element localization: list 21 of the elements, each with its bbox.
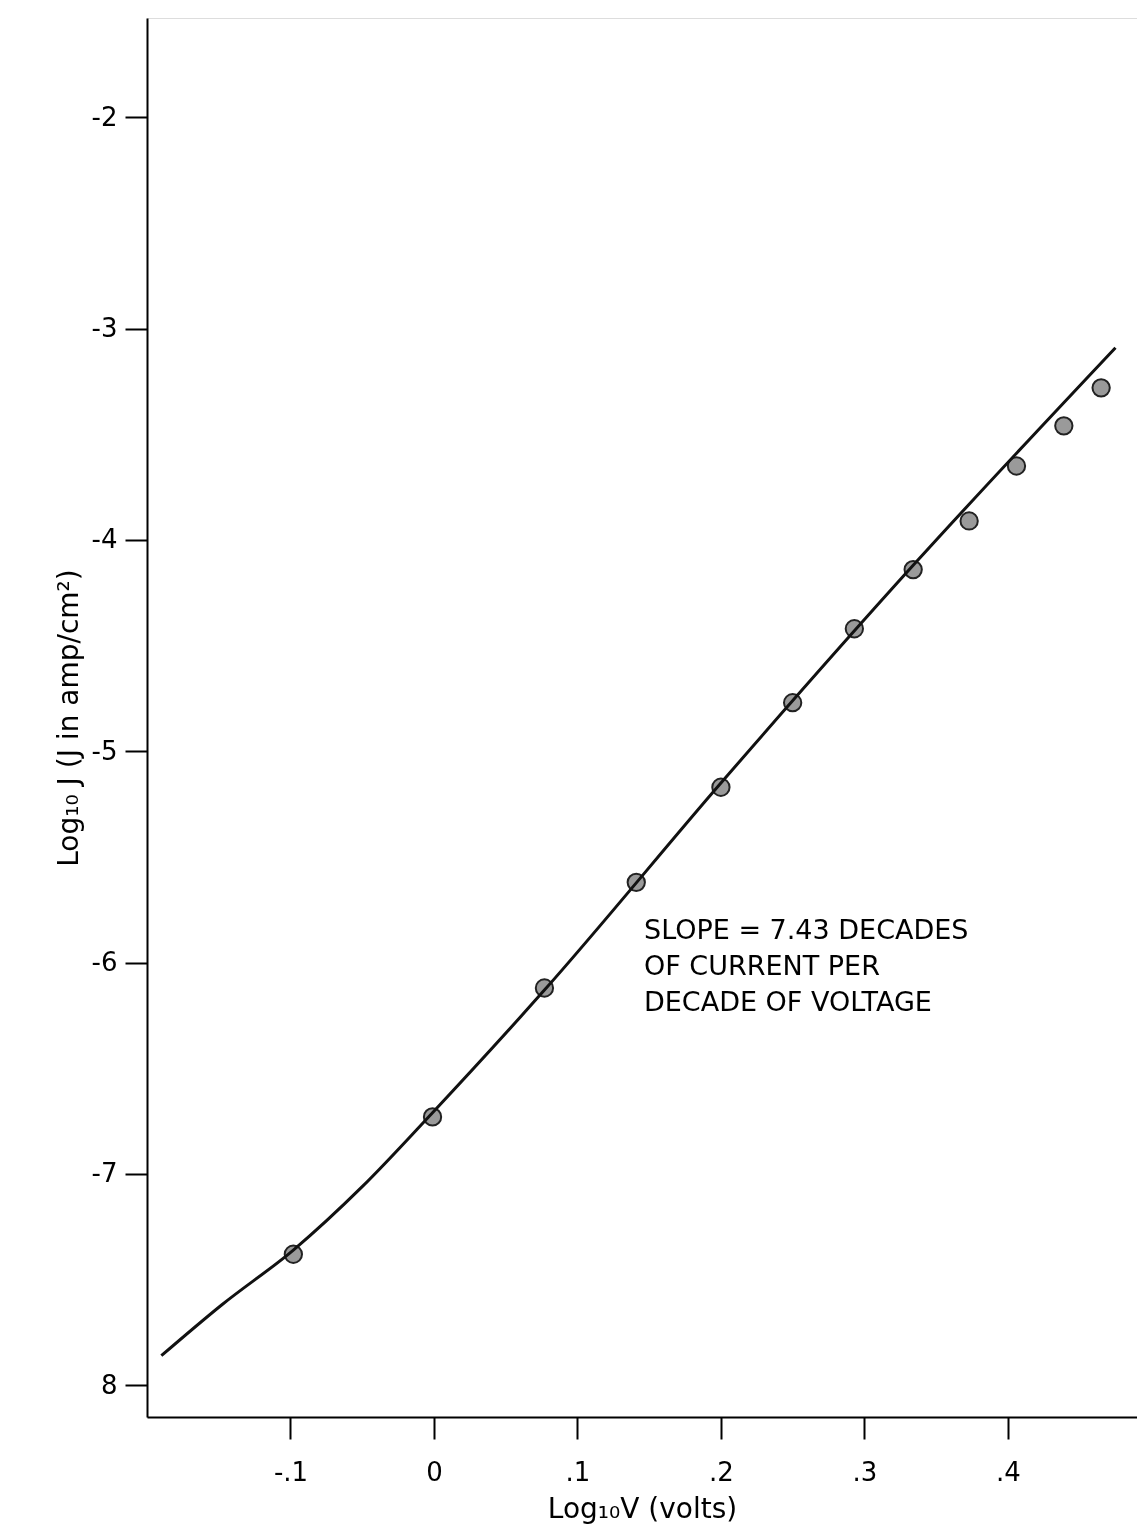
- annotation: SLOPE = 7.43 DECADES OF CURRENT PER DECADE OF VOLTAGE: [644, 914, 969, 1017]
- x-axis-title: Log₁₀V (volts): [547, 1491, 738, 1525]
- y-tick-label: -5: [91, 735, 118, 766]
- line-series: [159, 346, 1117, 1358]
- x-tick-label: 0: [426, 1456, 443, 1487]
- y-tick-label: -6: [91, 947, 118, 978]
- y-tick-label: -3: [91, 313, 118, 344]
- point: [1006, 456, 1027, 476]
- x-tick-label: -.1: [273, 1456, 309, 1487]
- y-axis-title: Log₁₀ J (J in amp/cm²): [51, 569, 85, 867]
- point: [1054, 416, 1074, 436]
- x-tick-label: .4: [995, 1456, 1021, 1487]
- x-tick-label: .1: [565, 1456, 591, 1487]
- y-tick-label: -2: [91, 101, 118, 132]
- x-tick-label: .3: [852, 1456, 878, 1487]
- point: [1091, 378, 1111, 398]
- y-tick-label: -4: [91, 524, 118, 555]
- y-tick-label: 8: [100, 1369, 118, 1400]
- x-tick-label: .2: [709, 1456, 734, 1487]
- y-tick-label: -7: [91, 1158, 118, 1189]
- point: [959, 511, 979, 531]
